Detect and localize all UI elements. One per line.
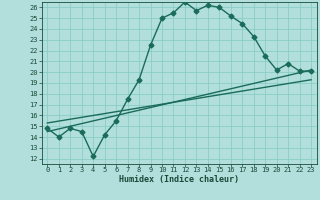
X-axis label: Humidex (Indice chaleur): Humidex (Indice chaleur)	[119, 175, 239, 184]
